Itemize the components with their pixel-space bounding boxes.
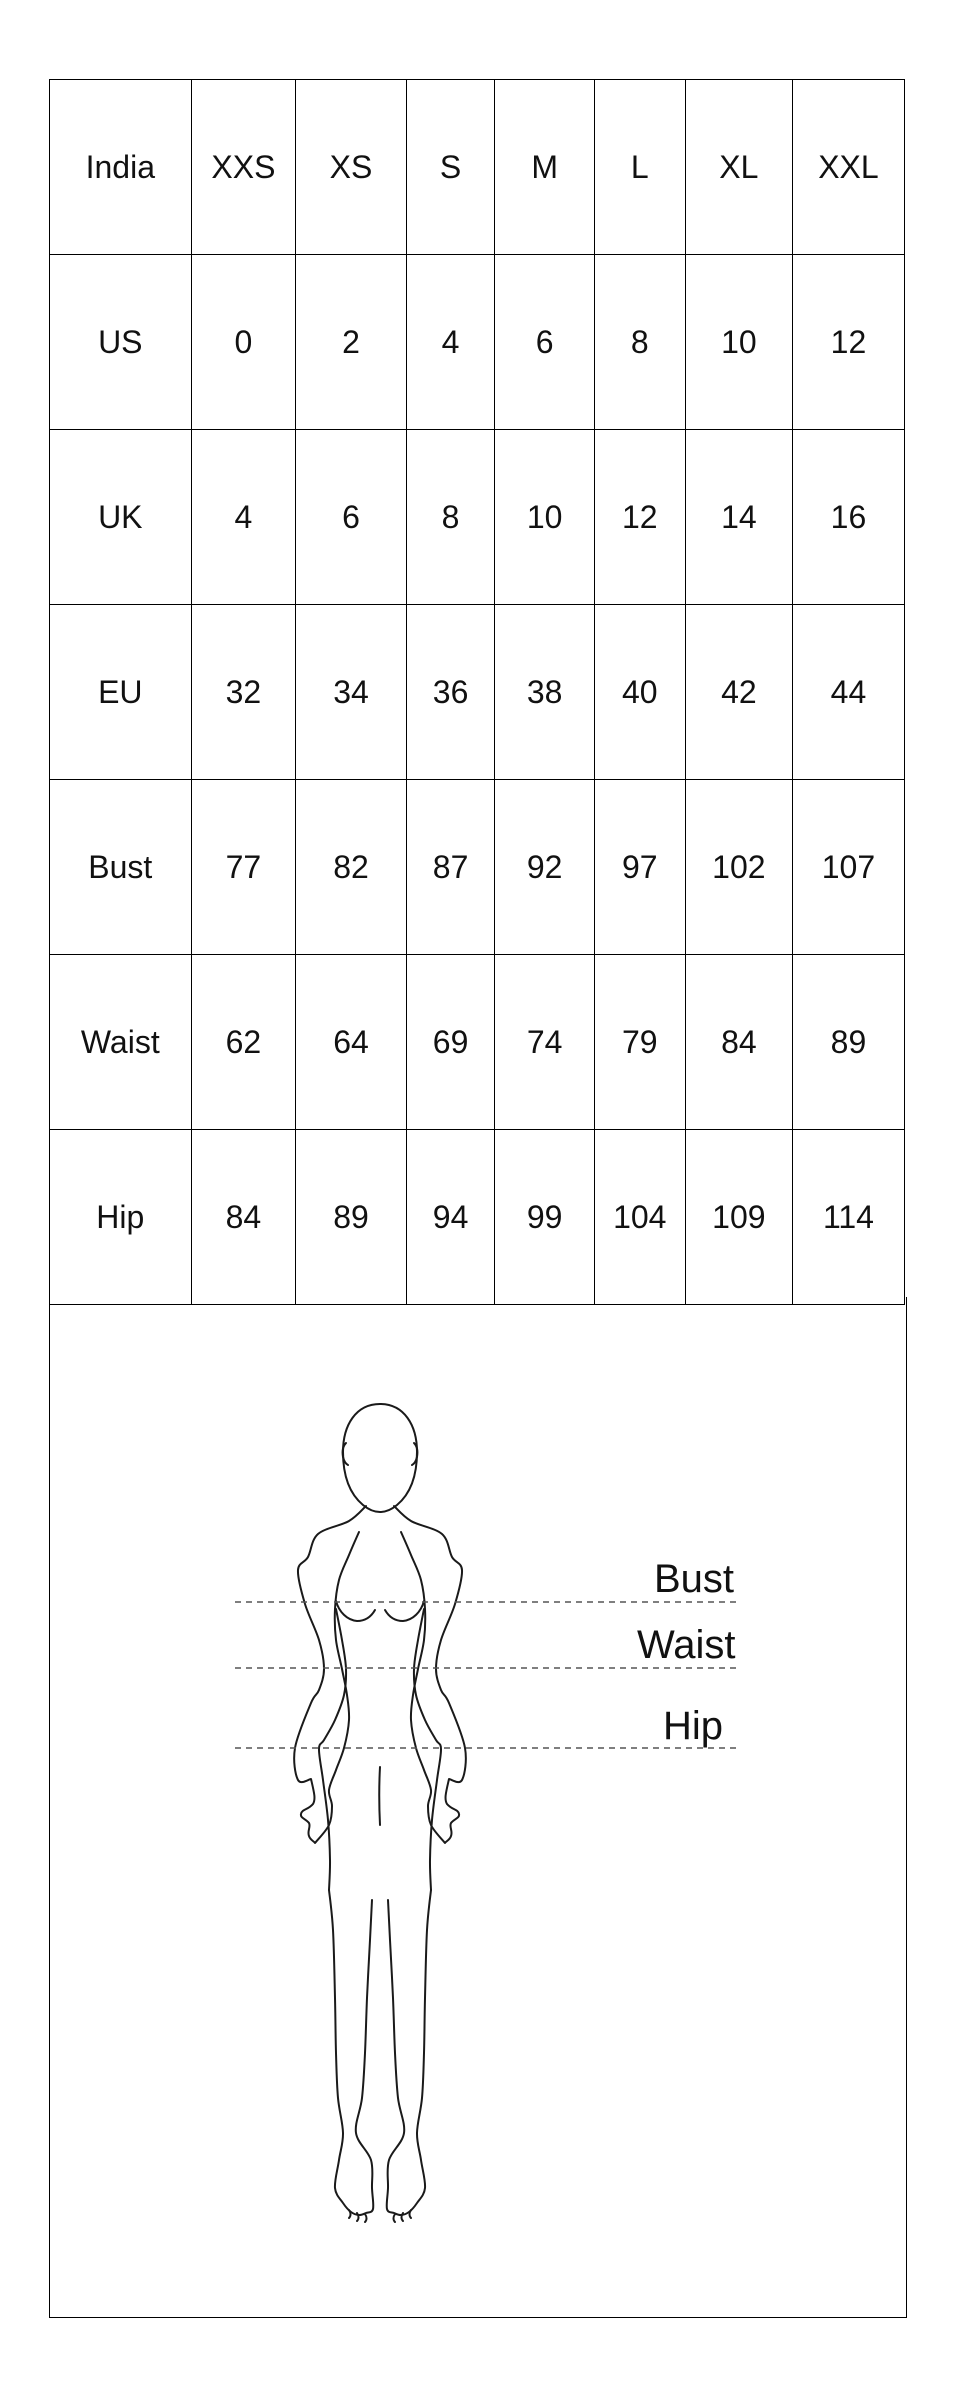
svg-text:Waist: Waist bbox=[637, 1623, 736, 1667]
svg-text:Hip: Hip bbox=[663, 1704, 723, 1748]
svg-text:Bust: Bust bbox=[654, 1557, 734, 1601]
